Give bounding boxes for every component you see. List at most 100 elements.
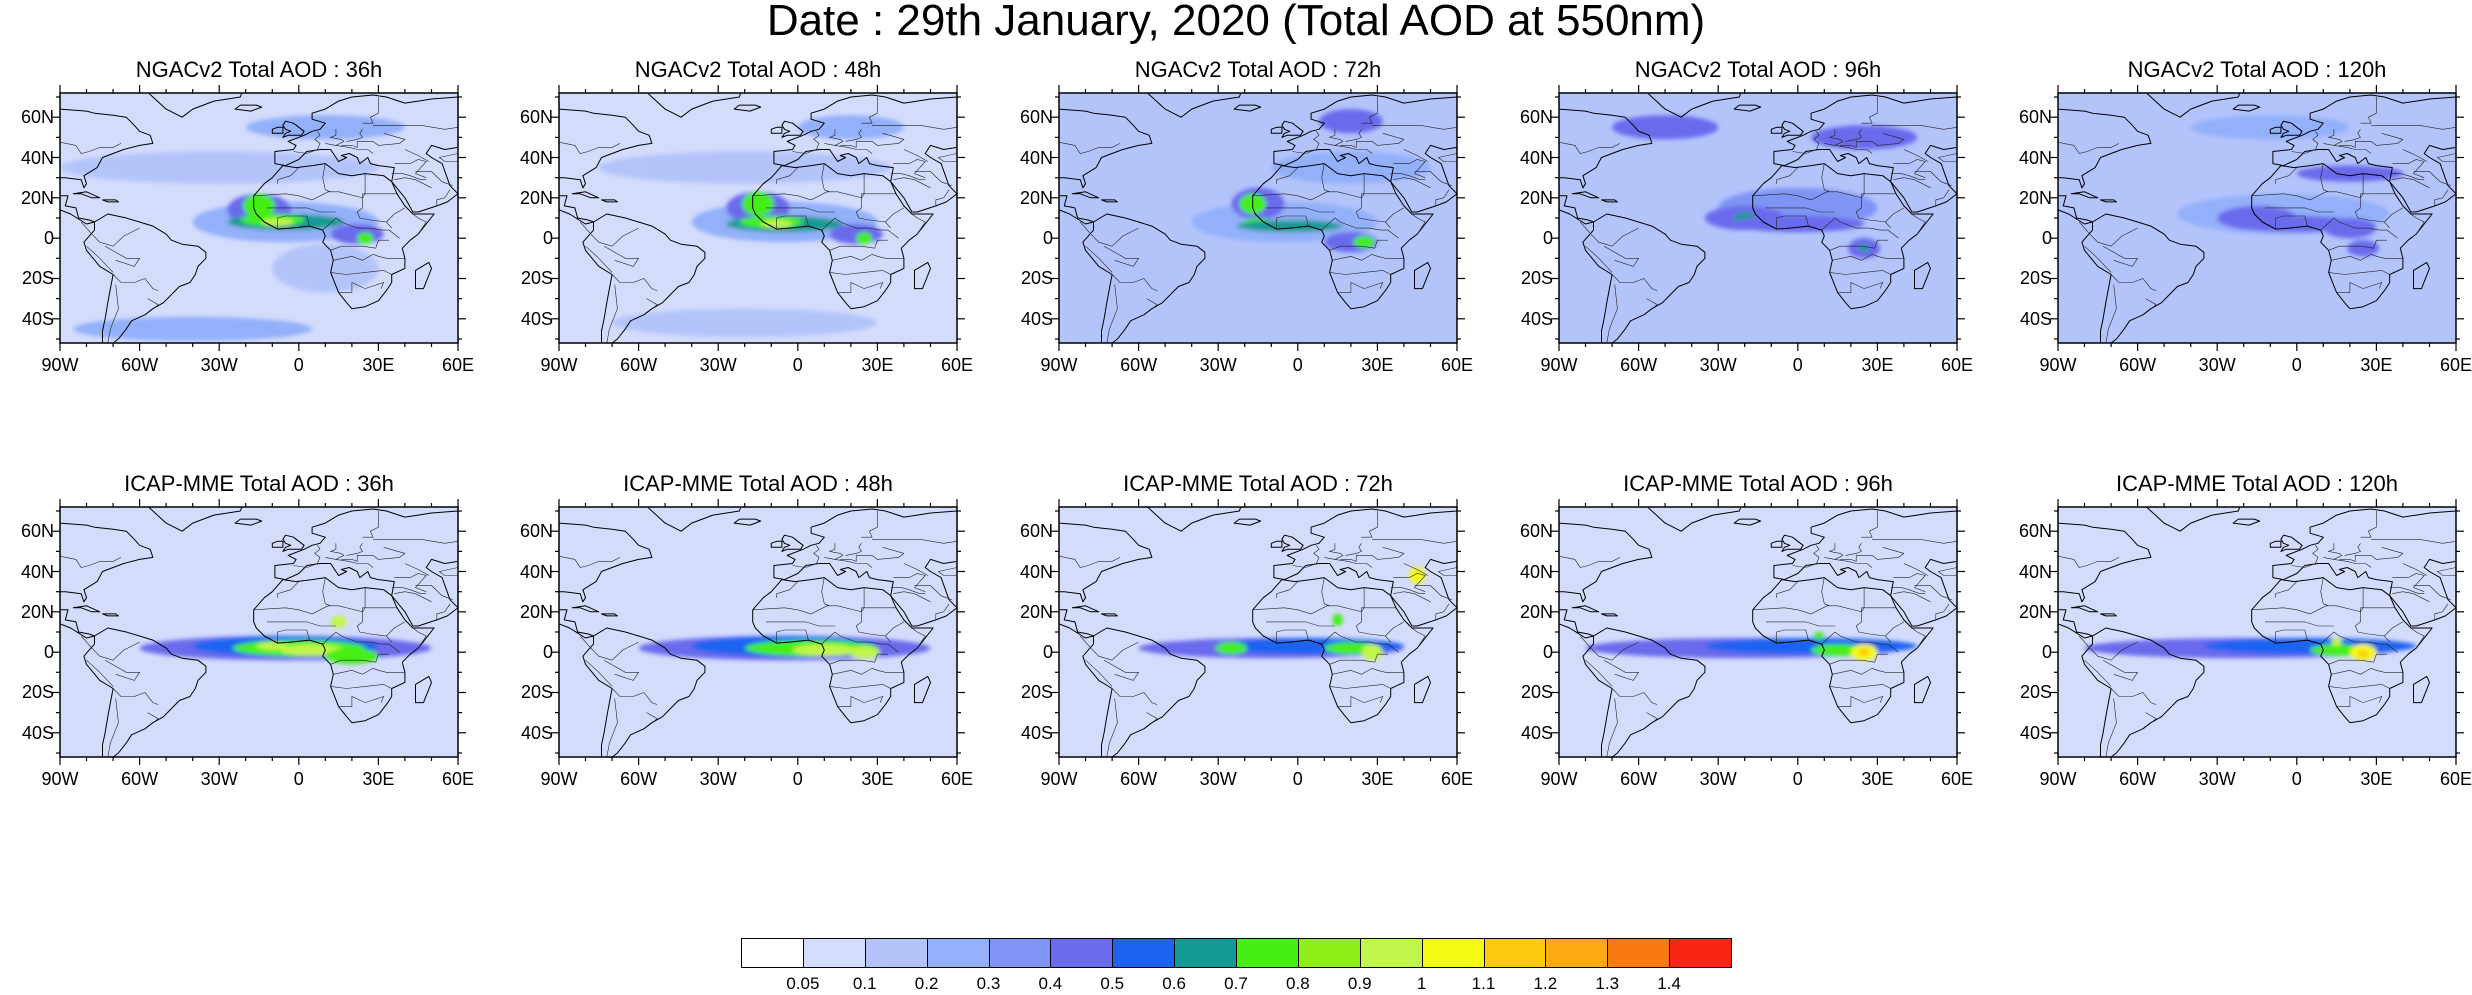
map-panel: NGACv2 Total AOD : 96h 60N 40N 20N 0 20S 40S 90… <box>1520 57 1973 385</box>
longitude-tick-label: 60W <box>1120 355 1158 375</box>
aod-patch <box>2296 165 2403 182</box>
longitude-tick-label: 60E <box>2439 355 2472 375</box>
coastlines <box>1059 507 1457 757</box>
aod-patch <box>1361 644 1383 661</box>
panel-title: NGACv2 Total AOD : 120h <box>2127 57 2387 82</box>
colorbar <box>741 938 1732 970</box>
aod-patch <box>272 244 379 293</box>
longitude-labels: 90W 60W 30W 0 30E 60E <box>540 355 973 379</box>
longitude-tick-label: 30W <box>200 769 238 789</box>
longitude-tick-label: 30E <box>1361 769 1394 789</box>
panel-title: ICAP-MME Total AOD : 48h <box>623 471 893 496</box>
aod-patch <box>612 308 878 337</box>
aod-patch <box>829 224 883 245</box>
latitude-tick-label: 20N <box>2018 187 2052 208</box>
map-panel: NGACv2 Total AOD : 48h 60N 40N 20N 0 20S 40S 90… <box>520 57 973 385</box>
country-borders <box>60 97 458 343</box>
longitude-tick-label: 30W <box>1199 769 1237 789</box>
axis-ticks <box>52 499 466 765</box>
longitude-tick-label: 90W <box>1540 769 1578 789</box>
aod-patch <box>1353 236 1375 249</box>
longitude-tick-label: 30W <box>1699 355 1737 375</box>
colorbar-swatch <box>802 938 866 968</box>
aod-patch <box>2347 240 2379 257</box>
country-borders <box>1059 511 1457 757</box>
longitude-tick-label: 30E <box>1861 355 1894 375</box>
colorbar-swatch <box>1174 938 1237 968</box>
panel-title: ICAP-MME Total AOD : 72h <box>1123 471 1393 496</box>
panel-title: ICAP-MME Total AOD : 120h <box>2115 471 2399 496</box>
latitude-labels: 60N 40N 20N 0 20S 40S <box>997 93 1053 343</box>
panel-title: NGACv2 Total AOD : 96h <box>1634 57 1882 82</box>
longitude-tick-label: 0 <box>1292 355 1303 375</box>
colorbar-swatch <box>1545 938 1609 968</box>
aod-patch <box>1319 109 1383 134</box>
latitude-tick-label: 60N <box>2018 521 2052 542</box>
longitude-tick-label: 30E <box>1861 769 1894 789</box>
latitude-tick-label: 60N <box>1519 107 1553 128</box>
latitude-tick-label: 40S <box>1520 722 1553 743</box>
colorbar-label: 0.05 <box>786 974 820 993</box>
longitude-labels: 90W 60W 30W 0 30E 60E <box>1040 769 1473 793</box>
longitude-labels: 90W 60W 30W 0 30E 60E <box>41 769 474 793</box>
aod-patch <box>325 648 379 665</box>
aod-patch <box>1811 125 1918 150</box>
latitude-tick-label: 20S <box>2019 682 2052 703</box>
map-panel: NGACv2 Total AOD : 120h 60N 40N 20N 0 20S 40S 9… <box>2019 57 2472 385</box>
axis-ticks <box>1051 499 1465 765</box>
latitude-labels: 60N 40N 20N 0 20S 40S <box>497 507 553 757</box>
panel-title: NGACv2 Total AOD : 36h <box>135 57 383 82</box>
longitude-tick-label: 0 <box>792 769 803 789</box>
colorbar-label: 0.3 <box>976 974 1001 993</box>
latitude-tick-label: 0 <box>43 642 54 663</box>
panel-title: NGACv2 Total AOD : 72h <box>1134 57 1382 82</box>
longitude-tick-label: 60W <box>620 769 658 789</box>
latitude-tick-label: 20S <box>520 268 553 289</box>
latitude-labels: 60N 40N 20N 0 20S 40S <box>0 93 54 343</box>
latitude-tick-label: 40N <box>20 561 54 582</box>
latitude-tick-label: 20N <box>519 601 553 622</box>
longitude-tick-label: 60E <box>940 769 974 789</box>
aod-map <box>2050 499 2464 765</box>
colorbar-label: 0.9 <box>1347 974 1372 993</box>
longitude-tick-label: 0 <box>1792 769 1803 789</box>
coastlines <box>1559 93 1957 343</box>
longitude-tick-label: 60W <box>620 355 658 375</box>
latitude-tick-label: 0 <box>542 642 553 663</box>
longitude-tick-label: 60E <box>1940 769 1974 789</box>
latitude-tick-label: 40S <box>2019 722 2052 743</box>
latitude-tick-label: 60N <box>519 521 553 542</box>
map-panel: ICAP-MME Total AOD : 72h 60N 40N 20N 0 20S 40S… <box>1020 471 1473 799</box>
aod-map <box>52 499 466 765</box>
map-panel: NGACv2 Total AOD : 72h 60N 40N 20N 0 20S 40S 90… <box>1020 57 1473 385</box>
latitude-tick-label: 0 <box>1542 642 1553 663</box>
map-panel: NGACv2 Total AOD : 36h 60N 40N 20N 0 20S 40S 90… <box>21 57 474 385</box>
longitude-tick-label: 60W <box>2119 769 2157 789</box>
axis-ticks <box>1551 499 1965 765</box>
colorbar-swatch <box>926 938 990 968</box>
longitude-tick-label: 30E <box>362 355 395 375</box>
colorbar-label: 1 <box>1416 974 1427 993</box>
longitude-tick-label: 30W <box>1199 355 1237 375</box>
latitude-tick-label: 20S <box>520 682 553 703</box>
colorbar-label: 0.5 <box>1100 974 1125 993</box>
aod-map <box>551 85 965 351</box>
longitude-labels: 90W 60W 30W 0 30E 60E <box>1040 355 1473 379</box>
colorbar-label: 0.8 <box>1286 974 1310 993</box>
panel-title: ICAP-MME Total AOD : 96h <box>1623 471 1893 496</box>
aod-patch <box>2323 218 2377 239</box>
colorbar-swatch <box>1421 938 1485 968</box>
aod-patch <box>598 151 891 184</box>
aod-map <box>1551 85 1965 351</box>
aod-background <box>2058 507 2456 757</box>
latitude-tick-label: 40N <box>20 147 54 168</box>
country-borders <box>1059 97 1457 343</box>
longitude-tick-label: 0 <box>1792 355 1803 375</box>
longitude-tick-label: 30E <box>362 769 395 789</box>
aod-patch <box>1665 316 1825 341</box>
latitude-labels: 60N 40N 20N 0 20S 40S <box>1996 507 2052 757</box>
aod-patch <box>797 115 904 140</box>
colorbar-label: 0.7 <box>1224 974 1248 993</box>
coastlines <box>60 507 458 757</box>
latitude-labels: 60N 40N 20N 0 20S 40S <box>997 507 1053 757</box>
